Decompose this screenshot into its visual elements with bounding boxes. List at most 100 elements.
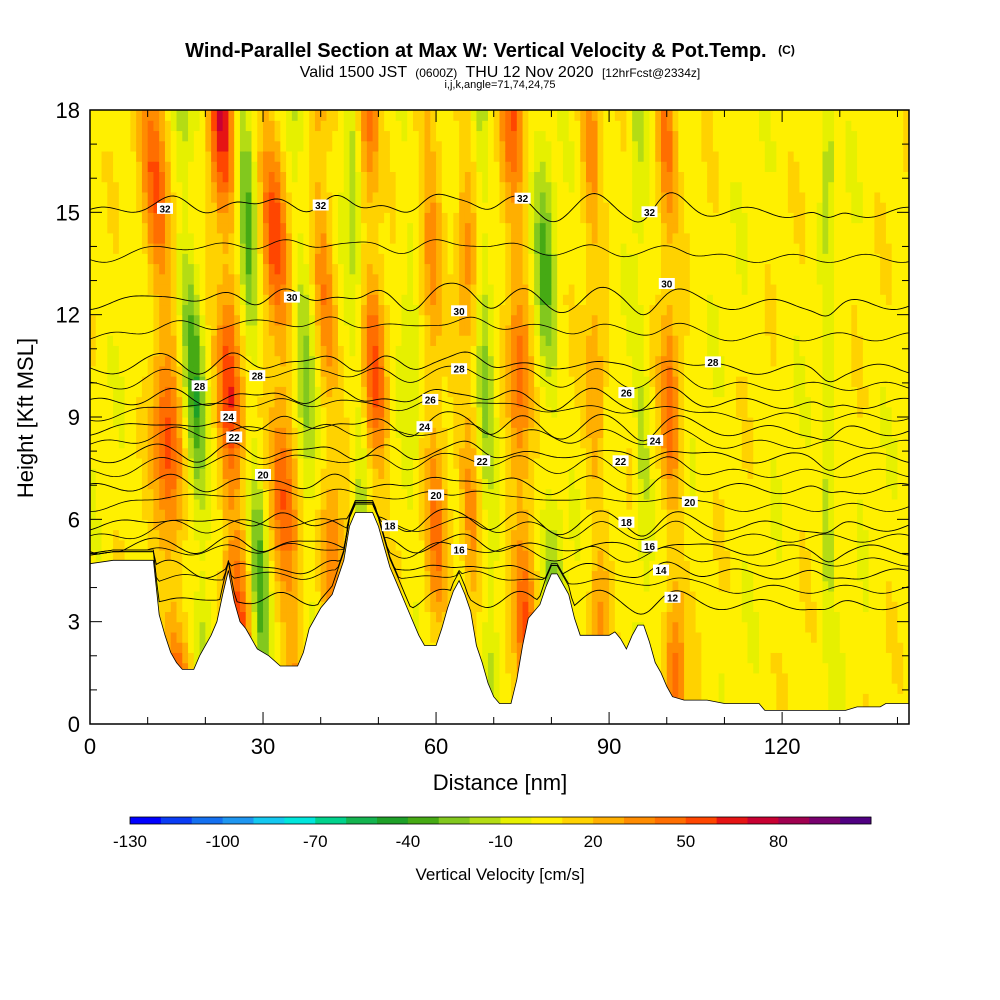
velocity-cell	[522, 580, 529, 592]
velocity-cell	[153, 140, 160, 152]
velocity-cell	[482, 498, 489, 510]
velocity-cell	[447, 345, 454, 357]
velocity-cell	[239, 468, 247, 479]
velocity-cell	[505, 672, 512, 684]
velocity-cell	[245, 396, 253, 408]
velocity-cell	[505, 283, 512, 295]
velocity-cell	[193, 171, 201, 183]
velocity-cell	[263, 539, 270, 551]
velocity-cell	[280, 539, 287, 551]
velocity-cell	[314, 427, 322, 439]
velocity-cell	[182, 386, 189, 398]
velocity-cell	[453, 150, 460, 162]
velocity-cell	[493, 447, 501, 459]
velocity-cell	[188, 324, 195, 336]
velocity-cell	[291, 406, 299, 418]
velocity-cell	[487, 345, 495, 357]
velocity-cell	[470, 120, 478, 132]
velocity-cell	[170, 621, 178, 633]
velocity-cell	[234, 365, 241, 377]
velocity-cell	[487, 110, 495, 121]
velocity-cell	[245, 621, 253, 633]
velocity-cell	[176, 611, 183, 623]
velocity-cell	[516, 314, 524, 326]
velocity-cell	[476, 509, 483, 520]
velocity-cell	[522, 406, 529, 418]
velocity-cell	[314, 263, 322, 275]
velocity-cell	[268, 539, 276, 551]
velocity-cell	[424, 406, 431, 418]
velocity-cell	[251, 294, 258, 306]
velocity-cell	[239, 611, 247, 623]
velocity-cell	[424, 150, 431, 162]
velocity-cell	[464, 232, 472, 244]
velocity-cell	[366, 232, 374, 244]
velocity-cell	[257, 140, 264, 152]
velocity-cell	[372, 376, 379, 387]
velocity-cell	[141, 232, 149, 244]
velocity-cell	[493, 110, 501, 121]
velocity-cell	[222, 488, 230, 500]
velocity-cell	[286, 243, 293, 254]
velocity-cell	[251, 539, 258, 551]
velocity-cell	[239, 529, 247, 541]
velocity-cell	[453, 140, 460, 152]
velocity-cell	[349, 365, 356, 377]
velocity-cell	[459, 519, 466, 531]
velocity-cell	[459, 355, 466, 367]
velocity-cell	[234, 580, 241, 592]
velocity-cell	[95, 304, 103, 316]
velocity-cell	[545, 386, 553, 398]
velocity-cell	[95, 263, 103, 275]
velocity-cell	[297, 447, 304, 459]
velocity-cell	[211, 478, 218, 490]
velocity-cell	[303, 519, 310, 531]
velocity-cell	[101, 191, 108, 203]
velocity-cell	[539, 324, 547, 336]
velocity-cell	[118, 539, 126, 551]
velocity-cell	[188, 150, 195, 162]
velocity-cell	[320, 550, 328, 561]
velocity-cell	[378, 130, 385, 142]
velocity-cell	[418, 324, 426, 336]
velocity-cell	[170, 232, 178, 244]
velocity-cell	[418, 560, 426, 572]
velocity-cell	[493, 631, 501, 643]
velocity-cell	[522, 478, 529, 490]
velocity-cell	[401, 130, 408, 142]
velocity-cell	[188, 662, 195, 674]
velocity-cell	[482, 468, 489, 479]
velocity-cell	[493, 662, 501, 674]
velocity-cell	[280, 611, 287, 623]
velocity-cell	[464, 345, 472, 357]
velocity-cell	[338, 457, 345, 469]
velocity-cell	[493, 130, 501, 142]
velocity-cell	[511, 202, 518, 213]
velocity-cell	[113, 488, 120, 500]
velocity-cell	[539, 335, 547, 346]
velocity-cell	[280, 324, 287, 336]
velocity-cell	[314, 550, 322, 561]
velocity-cell	[291, 161, 299, 172]
velocity-cell	[268, 652, 276, 664]
velocity-cell	[211, 550, 218, 561]
velocity-cell	[113, 539, 120, 551]
velocity-cell	[124, 335, 131, 346]
velocity-cell	[447, 294, 454, 306]
velocity-cell	[193, 447, 201, 459]
velocity-cell	[118, 478, 126, 490]
velocity-cell	[274, 212, 281, 224]
velocity-cell	[309, 283, 316, 295]
velocity-cell	[216, 335, 224, 346]
velocity-cell	[332, 314, 339, 326]
velocity-cell	[141, 406, 149, 418]
velocity-cell	[338, 191, 345, 203]
velocity-cell	[170, 642, 178, 653]
velocity-cell	[124, 539, 131, 551]
velocity-cell	[430, 611, 437, 623]
velocity-cell	[539, 437, 547, 449]
velocity-cell	[286, 263, 293, 275]
velocity-cell	[257, 447, 264, 459]
velocity-cell	[493, 386, 501, 398]
velocity-cell	[464, 570, 472, 582]
